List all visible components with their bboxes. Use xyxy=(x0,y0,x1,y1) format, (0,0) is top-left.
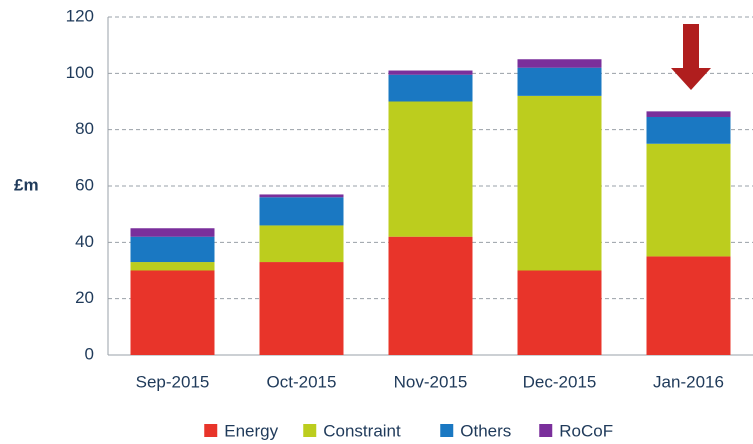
bar-segment xyxy=(517,270,602,355)
bar-segment xyxy=(646,116,731,144)
y-tick-label: 100 xyxy=(66,63,94,82)
bar-segment xyxy=(646,143,731,257)
x-tick-label: Dec-2015 xyxy=(523,372,597,391)
bar-segment xyxy=(130,228,215,237)
legend-label: Others xyxy=(460,421,511,440)
y-tick-label: 40 xyxy=(75,232,94,251)
y-tick-label: 0 xyxy=(85,344,94,363)
bar-segment xyxy=(259,262,344,355)
bar-segment xyxy=(388,236,473,355)
legend-label: Energy xyxy=(224,421,278,440)
bar-segment xyxy=(388,74,473,102)
bar-segment xyxy=(517,59,602,68)
legend-label: RoCoF xyxy=(559,421,613,440)
arrow-head xyxy=(671,68,711,90)
y-tick-label: 120 xyxy=(66,6,94,25)
legend-label: Constraint xyxy=(323,421,401,440)
highlight-arrow xyxy=(671,24,711,90)
y-tick-label: 80 xyxy=(75,119,94,138)
y-tick-label: 20 xyxy=(75,288,94,307)
bar-segment xyxy=(259,194,344,198)
bar-segment xyxy=(388,101,473,237)
bar-segment xyxy=(130,270,215,355)
bar-segment xyxy=(646,111,731,117)
legend-swatch xyxy=(539,424,553,437)
bar-segment xyxy=(130,262,215,271)
bar-segment xyxy=(646,256,731,355)
bar-segment xyxy=(517,67,602,96)
arrow-shaft xyxy=(683,24,699,68)
bar-segment xyxy=(259,225,344,263)
x-tick-label: Jan-2016 xyxy=(653,372,724,391)
legend-swatch xyxy=(303,424,317,437)
y-tick-label: 60 xyxy=(75,175,94,194)
x-tick-label: Oct-2015 xyxy=(267,372,337,391)
legend-swatch xyxy=(204,424,218,437)
bar-segment xyxy=(259,197,344,226)
x-tick-label: Nov-2015 xyxy=(394,372,468,391)
bar-segment xyxy=(130,236,215,263)
bar-segment xyxy=(388,70,473,75)
legend-swatch xyxy=(440,424,454,437)
x-tick-label: Sep-2015 xyxy=(136,372,210,391)
bar-segment xyxy=(517,95,602,271)
y-axis-label: £m xyxy=(14,175,39,194)
